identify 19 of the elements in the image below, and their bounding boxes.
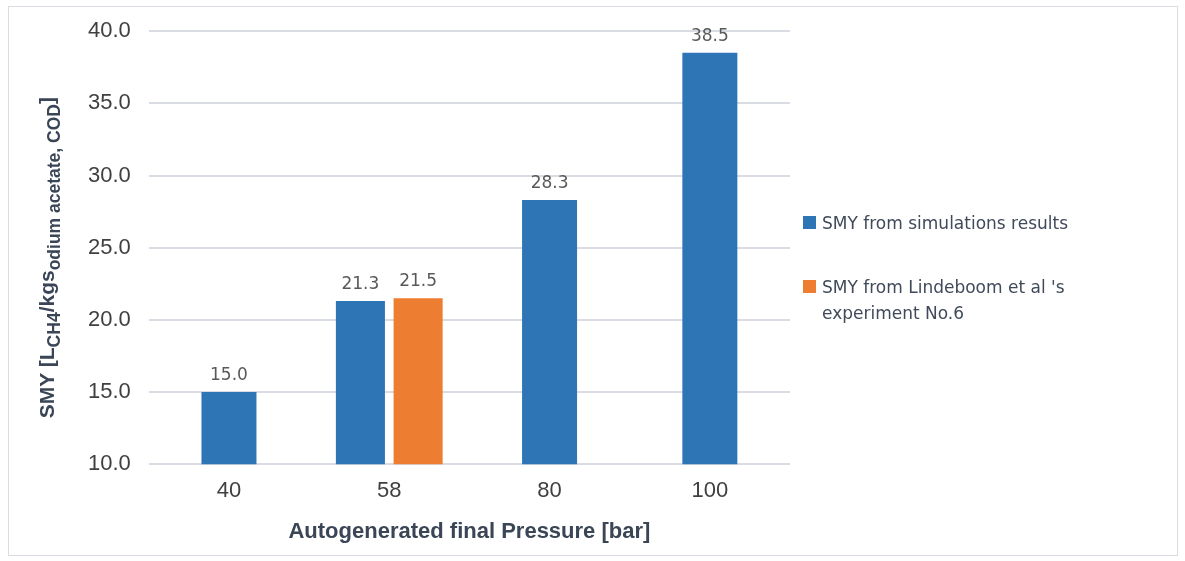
y-tick-label: 40.0 (87, 17, 131, 43)
legend-label: SMY from Lindeboom et al 's experiment No.6 (822, 276, 1066, 325)
x-tick-label: 100 (691, 477, 729, 503)
data-label: 21.3 (341, 273, 380, 294)
y-tick-label: 25.0 (87, 233, 131, 259)
x-tick-label: 80 (537, 477, 562, 503)
y-tick-label: 15.0 (87, 378, 131, 404)
x-tick-label: 58 (377, 477, 402, 503)
legend-label: SMY from simulations results (822, 212, 1069, 235)
x-axis-title: Autogenerated final Pressure [bar] (288, 517, 651, 543)
data-label: 38.5 (690, 24, 729, 45)
y-tick-label: 35.0 (87, 89, 131, 115)
data-label: 28.3 (530, 171, 569, 192)
y-tick-label: 10.0 (87, 450, 131, 476)
data-label: 21.5 (399, 270, 438, 291)
data-label: 15.0 (210, 363, 248, 384)
y-tick-label: 20.0 (87, 305, 131, 331)
y-tick-label: 30.0 (87, 161, 131, 187)
x-tick-label: 40 (216, 477, 242, 503)
